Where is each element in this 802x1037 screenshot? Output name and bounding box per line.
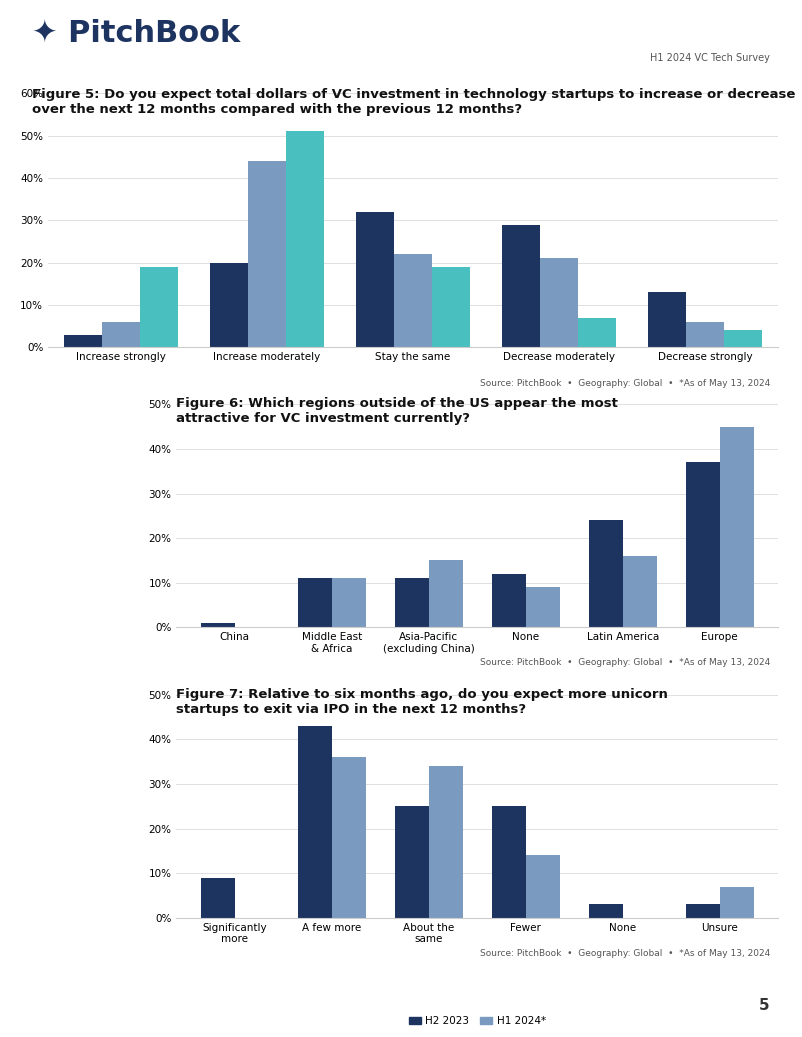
- Bar: [64, 335, 102, 347]
- Bar: [356, 212, 394, 347]
- Bar: [719, 887, 754, 918]
- Bar: [589, 904, 622, 918]
- Bar: [395, 807, 429, 918]
- Text: Source: PitchBook  •  Geography: Global  •  *As of May 13, 2024: Source: PitchBook • Geography: Global • …: [480, 949, 770, 958]
- Text: Figure 5: Do you expect total dollars of VC investment in technology startups to: Figure 5: Do you expect total dollars of…: [32, 88, 796, 116]
- Text: ✦ PitchBook: ✦ PitchBook: [32, 19, 241, 48]
- Bar: [492, 573, 525, 627]
- Text: H1 2024 VC Tech Survey: H1 2024 VC Tech Survey: [650, 53, 770, 63]
- Bar: [298, 726, 332, 918]
- Bar: [429, 560, 463, 627]
- Bar: [248, 161, 286, 347]
- Text: Source: PitchBook  •  Geography: Global  •  *As of May 13, 2024: Source: PitchBook • Geography: Global • …: [480, 379, 770, 388]
- Bar: [589, 521, 622, 627]
- Bar: [429, 766, 463, 918]
- Bar: [395, 579, 429, 627]
- Bar: [724, 331, 762, 347]
- Bar: [200, 623, 235, 627]
- Bar: [432, 267, 470, 347]
- Bar: [394, 254, 432, 347]
- Text: Figure 7: Relative to six months ago, do you expect more unicorn
startups to exi: Figure 7: Relative to six months ago, do…: [176, 688, 668, 716]
- Bar: [648, 292, 686, 347]
- Legend: H2 2023, H1 2024*: H2 2023, H1 2024*: [404, 718, 550, 735]
- Bar: [686, 463, 719, 627]
- Bar: [622, 556, 657, 627]
- Bar: [525, 587, 560, 627]
- Bar: [286, 132, 324, 347]
- Bar: [686, 321, 724, 347]
- Bar: [719, 427, 754, 627]
- Text: Source: PitchBook  •  Geography: Global  •  *As of May 13, 2024: Source: PitchBook • Geography: Global • …: [480, 658, 770, 668]
- Text: Figure 6: Which regions outside of the US appear the most
attractive for VC inve: Figure 6: Which regions outside of the U…: [176, 397, 618, 425]
- Bar: [578, 317, 616, 347]
- Bar: [502, 225, 540, 347]
- Legend: H1 2023, H2 2023, H1 2024*: H1 2023, H2 2023, H1 2024*: [305, 429, 521, 447]
- Bar: [210, 262, 248, 347]
- Bar: [332, 579, 366, 627]
- Text: 5: 5: [759, 999, 770, 1013]
- Bar: [298, 579, 332, 627]
- Legend: H2 2023, H1 2024*: H2 2023, H1 2024*: [404, 1012, 550, 1031]
- Bar: [525, 856, 560, 918]
- Bar: [102, 321, 140, 347]
- Bar: [140, 267, 178, 347]
- Bar: [492, 807, 525, 918]
- Bar: [686, 904, 719, 918]
- Bar: [540, 258, 578, 347]
- Bar: [200, 877, 235, 918]
- Bar: [332, 757, 366, 918]
